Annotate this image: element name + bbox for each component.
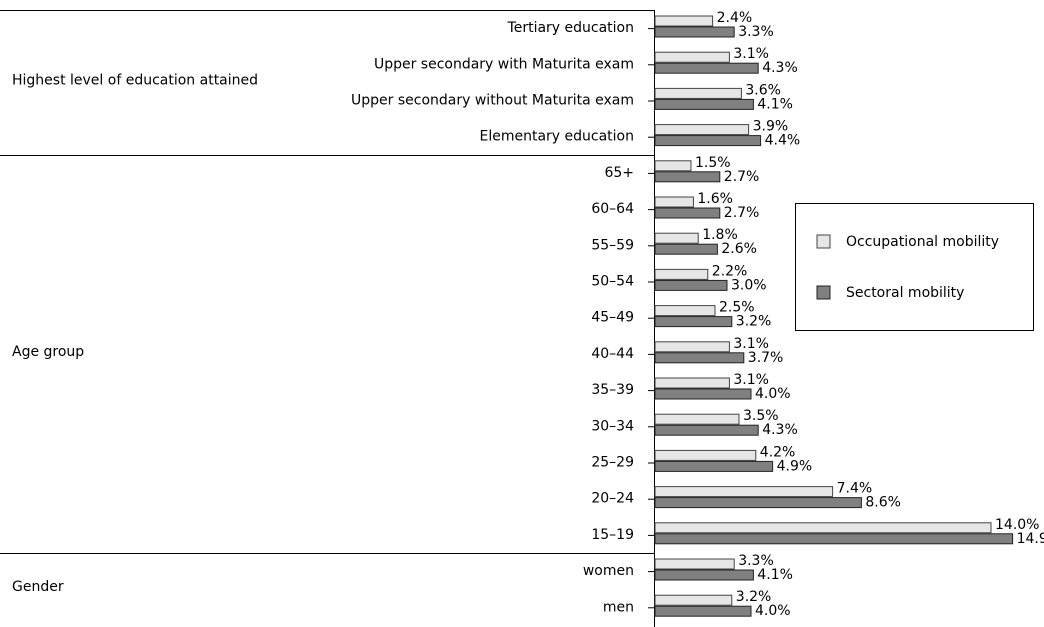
bar <box>654 522 992 534</box>
legend-swatch <box>816 234 831 249</box>
value-label: 2.7% <box>724 205 760 221</box>
category-label: 60–64 <box>591 201 634 217</box>
value-label: 4.2% <box>760 444 796 460</box>
bar <box>654 533 1014 545</box>
legend-label: Occupational mobility <box>846 234 999 250</box>
value-label: 4.3% <box>762 60 798 76</box>
value-label: 3.7% <box>748 350 784 366</box>
value-label: 3.0% <box>731 277 767 293</box>
category-label: 40–44 <box>591 346 634 362</box>
value-label: 3.3% <box>738 24 774 40</box>
group-label: Highest level of education attained <box>12 72 258 88</box>
legend-label: Sectoral mobility <box>846 285 964 301</box>
category-label: 45–49 <box>591 310 634 326</box>
value-label: 14.0% <box>995 517 1039 533</box>
value-label: 2.4% <box>717 10 753 26</box>
value-label: 4.9% <box>777 458 813 474</box>
category-label: 35–39 <box>591 382 634 398</box>
bar <box>654 305 716 317</box>
value-label: 3.2% <box>736 314 772 330</box>
bar <box>654 497 862 509</box>
category-label: Elementary education <box>480 129 635 145</box>
category-label: Upper secondary with Maturita exam <box>374 56 634 72</box>
bar <box>654 558 735 570</box>
bar <box>654 268 709 280</box>
category-label: 20–24 <box>591 491 634 507</box>
value-label: 8.6% <box>865 495 901 511</box>
value-label: 4.1% <box>757 96 793 112</box>
value-label: 14.9% <box>1017 531 1044 547</box>
category-label: 15–19 <box>591 527 634 543</box>
group-label: Age group <box>12 344 84 360</box>
value-label: 2.5% <box>719 300 755 316</box>
value-label: 3.3% <box>738 553 774 569</box>
bar <box>654 232 699 244</box>
bar <box>654 569 754 581</box>
category-label: 50–54 <box>591 274 634 290</box>
bar <box>654 51 730 63</box>
value-label: 3.1% <box>733 46 769 62</box>
value-label: 4.0% <box>755 386 791 402</box>
bar <box>654 352 745 364</box>
value-label: 1.8% <box>702 227 738 243</box>
value-label: 7.4% <box>837 481 873 497</box>
bar <box>654 160 692 172</box>
value-label: 4.3% <box>762 422 798 438</box>
bar <box>654 424 759 436</box>
bar <box>654 87 742 99</box>
value-label: 1.6% <box>697 191 733 207</box>
value-label: 2.7% <box>724 169 760 185</box>
bar <box>654 605 752 617</box>
value-label: 3.2% <box>736 589 772 605</box>
bar <box>654 377 730 389</box>
value-label: 3.6% <box>745 82 781 98</box>
category-label: men <box>603 599 634 615</box>
value-label: 1.5% <box>695 155 731 171</box>
value-label: 3.1% <box>733 372 769 388</box>
value-label: 4.4% <box>765 133 801 149</box>
bar <box>654 171 721 183</box>
group-label: Gender <box>12 579 64 595</box>
category-label: 55–59 <box>591 237 634 253</box>
bar <box>654 341 730 353</box>
value-label: 3.1% <box>733 336 769 352</box>
bar <box>654 26 735 38</box>
bar <box>654 196 694 208</box>
bar <box>654 413 740 425</box>
category-label: 25–29 <box>591 455 634 471</box>
bar <box>654 135 762 147</box>
bar <box>654 316 733 328</box>
value-label: 2.2% <box>712 263 748 279</box>
bar <box>654 62 759 74</box>
bar <box>654 243 718 255</box>
legend-swatch <box>816 285 831 300</box>
bar <box>654 207 721 219</box>
bar <box>654 486 834 498</box>
category-label: women <box>583 563 634 579</box>
category-label: 65+ <box>604 165 634 181</box>
value-label: 2.6% <box>721 241 757 257</box>
category-label: Upper secondary without Maturita exam <box>351 93 634 109</box>
bar <box>654 279 728 291</box>
value-label: 3.9% <box>753 119 789 135</box>
bar <box>654 594 733 606</box>
bar <box>654 460 774 472</box>
legend <box>795 203 1034 331</box>
value-label: 3.5% <box>743 408 779 424</box>
bar <box>654 98 754 110</box>
bar <box>654 388 752 400</box>
category-label: 30–34 <box>591 418 634 434</box>
bar <box>654 449 757 461</box>
category-label: Tertiary education <box>507 20 634 36</box>
bar <box>654 15 714 27</box>
value-label: 4.0% <box>755 603 791 619</box>
value-label: 4.1% <box>757 567 793 583</box>
bar <box>654 124 750 136</box>
